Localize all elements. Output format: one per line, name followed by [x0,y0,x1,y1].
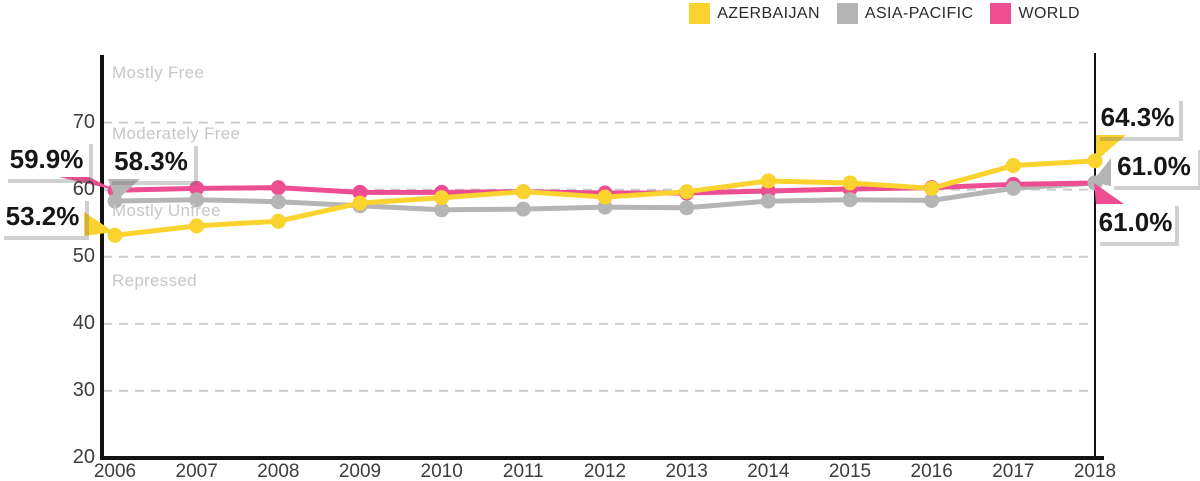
data-point-azerbaijan-2012 [597,189,613,205]
callout-tail-world-2018 [1094,183,1124,204]
legend-label-asia-pacific: ASIA-PACIFIC [864,4,974,22]
data-point-azerbaijan-2015 [842,175,858,191]
legend-item-world: WORLD [990,3,1080,24]
data-point-azerbaijan-2016 [924,180,940,196]
y-tick-label-50: 50 [72,244,95,267]
callout-tail-azerbaijan-2018 [1096,135,1126,161]
legend-label-azerbaijan: AZERBAIJAN [717,4,820,22]
legend-label-world: WORLD [1018,4,1080,22]
azerbaijan-color-swatch [689,3,711,24]
data-point-asia-pacific-2013 [679,200,695,216]
zone-label-moderately-free: Moderately Free [112,124,241,143]
x-year-label-2011: 2011 [502,461,544,481]
callout-azerbaijan-2018: 64.3% [1096,97,1179,137]
x-year-label-2007: 2007 [175,461,218,481]
zone-label-mostly-unfree: Mostly Unfree [112,201,221,220]
y-tick-label-30: 30 [72,378,95,401]
zone-label-repressed: Repressed [112,271,197,290]
data-point-azerbaijan-2007 [189,218,205,234]
callout-tail-asia-pacific-2018 [1092,158,1111,186]
callout-tail-asia-pacific-2006 [108,179,140,201]
x-year-label-2017: 2017 [992,461,1035,481]
callout-world-2018: 61.0% [1096,202,1175,242]
data-point-asia-pacific-2017 [1005,180,1021,196]
x-year-label-2012: 2012 [583,461,627,481]
data-point-world-2007 [189,180,205,196]
data-point-azerbaijan-2008 [270,213,286,229]
data-point-world-2008 [270,180,286,196]
data-point-azerbaijan-2009 [352,195,368,211]
x-year-label-2009: 2009 [338,461,382,481]
data-point-asia-pacific-2014 [760,193,776,209]
legend-item-asia-pacific: ASIA-PACIFIC [836,3,974,24]
callout-azerbaijan-2006: 53.2% [0,197,85,236]
callout-asia-pacific-2006: 58.3% [108,142,194,181]
data-point-asia-pacific-2008 [270,194,286,210]
x-year-label-2016: 2016 [910,461,953,481]
x-year-label-2010: 2010 [420,461,463,481]
x-year-label-2006: 2006 [93,461,137,481]
data-point-asia-pacific-2015 [842,192,858,208]
y-tick-label-20: 20 [72,446,95,468]
legend-item-azerbaijan: AZERBAIJAN [689,3,820,24]
x-year-label-2013: 2013 [665,461,708,481]
data-point-asia-pacific-2011 [515,201,531,217]
y-tick-label-70: 70 [72,110,95,133]
data-point-azerbaijan-2011 [515,184,531,200]
x-year-label-2008: 2008 [257,461,300,481]
y-tick-label-40: 40 [72,311,95,334]
legend: AZERBAIJAN ASIA-PACIFIC WORLD [689,3,1080,24]
y-tick-label-60: 60 [72,177,95,200]
data-point-azerbaijan-2014 [760,173,776,189]
data-point-azerbaijan-2017 [1005,158,1021,174]
world-color-swatch [990,3,1012,24]
callout-tail-world-2006 [59,177,115,190]
data-point-azerbaijan-2010 [434,190,450,206]
callout-tail-azerbaijan-2006 [84,212,114,236]
data-point-asia-pacific-2010 [434,202,450,218]
callout-asia-pacific-2018: 61.0% [1110,146,1198,186]
data-point-asia-pacific-2016 [924,192,940,208]
x-year-label-2018: 2018 [1073,461,1117,481]
asia-pacific-color-swatch [836,3,858,24]
x-year-label-2015: 2015 [828,461,872,481]
x-year-label-2014: 2014 [747,461,790,481]
zone-label-mostly-free: Mostly Free [112,63,205,82]
data-point-azerbaijan-2013 [679,184,695,200]
callout-world-2006: 59.9% [4,140,89,179]
data-point-world-2009 [352,184,368,200]
data-point-asia-pacific-2007 [189,192,205,208]
